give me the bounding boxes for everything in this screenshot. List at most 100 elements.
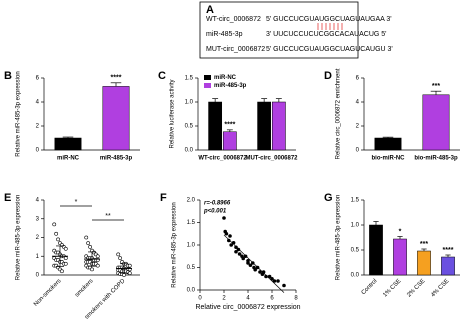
y-tick-label: 0 xyxy=(36,148,40,154)
point xyxy=(88,244,92,249)
y-tick-label: 1.0 xyxy=(187,243,196,249)
y-tick-label: 2 xyxy=(36,235,40,241)
legend-label: miR-485-3p xyxy=(214,83,247,89)
y-axis-label: Relative miR-485-3p expression xyxy=(16,195,22,280)
bar xyxy=(271,101,286,151)
y-tick-label: 2 xyxy=(36,124,40,130)
y-tick-label: 1.5 xyxy=(185,76,194,82)
point xyxy=(236,247,241,252)
point xyxy=(237,252,242,256)
y-tick-label: 0 xyxy=(36,273,40,279)
y-axis-label: Relative circ_0006872 enrichment xyxy=(336,68,342,159)
y-tick-label: 0.5 xyxy=(185,124,194,130)
point xyxy=(227,238,231,243)
x-tick-label: 0 xyxy=(198,296,202,302)
significance: **** xyxy=(111,75,122,82)
x-tick-label: 6 xyxy=(270,296,274,302)
point xyxy=(282,283,286,288)
significance: **** xyxy=(224,122,235,129)
panel-a-box xyxy=(199,1,359,59)
y-axis-label: Relative miR-485-3p expression xyxy=(172,202,178,287)
legend-swatch xyxy=(204,83,211,88)
y-tick-label: 0.5 xyxy=(351,248,360,254)
panel-letter: B xyxy=(4,70,12,82)
y-tick-label: 0 xyxy=(356,148,360,154)
x-tick-label: 2 xyxy=(222,296,226,302)
y-tick-label: 0.0 xyxy=(351,273,360,279)
x-tick-label: 4 xyxy=(246,296,250,302)
bar xyxy=(222,131,237,151)
point xyxy=(267,274,272,279)
x-tick-label: smokers xyxy=(74,278,94,298)
significance: *** xyxy=(432,83,440,90)
point xyxy=(270,276,274,281)
point xyxy=(228,234,232,238)
point xyxy=(243,254,248,259)
x-tick-label: miR-NC xyxy=(57,156,80,162)
significance: * xyxy=(399,228,402,235)
point xyxy=(52,222,57,227)
point xyxy=(56,237,60,242)
point xyxy=(127,271,132,276)
point xyxy=(229,243,233,247)
y-axis-label: Relative miR-485-3p expression xyxy=(16,71,22,156)
point xyxy=(234,245,238,250)
y-tick-label: 1.0 xyxy=(351,223,360,229)
point xyxy=(276,279,280,283)
annotation: ** xyxy=(105,213,111,220)
annotation: * xyxy=(75,199,78,206)
point xyxy=(255,265,260,270)
bar xyxy=(393,238,407,276)
y-axis-label: Relative luciferase activity xyxy=(170,79,176,148)
legend-label: miR-NC xyxy=(214,75,237,81)
point xyxy=(63,256,68,261)
point xyxy=(95,254,100,259)
x-tick-label: MUT-circ_0006872 xyxy=(245,156,298,162)
point xyxy=(251,261,255,265)
significance: **** xyxy=(443,247,454,254)
bar xyxy=(422,94,450,151)
x-tick-label: Control xyxy=(361,278,379,296)
y-tick-label: 2.0 xyxy=(187,198,196,204)
point xyxy=(241,256,245,261)
panel-letter: A xyxy=(206,4,214,16)
point xyxy=(231,240,236,245)
x-tick-label: Non-smokers xyxy=(33,278,62,307)
y-tick-label: 0.5 xyxy=(187,265,196,271)
point xyxy=(224,231,229,236)
annotation: r=-0.8966 xyxy=(204,201,231,207)
point xyxy=(95,263,100,268)
x-tick-label: 8 xyxy=(294,296,298,302)
point xyxy=(261,270,266,274)
sequence: 5' GUCCUCGUAUGGCUAGUCAUGU 3' xyxy=(266,46,393,53)
bar xyxy=(208,101,223,151)
annotation: p<0.001 xyxy=(203,209,227,215)
bar xyxy=(257,101,272,151)
x-tick-label: bio-miR-NC xyxy=(372,156,406,162)
sequence: 3' UUCUCCUCUCGGCACAUACUG 5' xyxy=(266,31,387,38)
point xyxy=(63,261,68,266)
point xyxy=(234,249,238,254)
sequence-name: MUT-circ_0006872 xyxy=(206,46,265,53)
point xyxy=(118,256,123,261)
y-tick-label: 1 xyxy=(36,254,40,260)
point xyxy=(246,258,250,263)
x-tick-label: 2% CSE xyxy=(406,278,426,298)
bar xyxy=(374,137,402,151)
y-tick-label: 0.0 xyxy=(187,288,196,294)
point xyxy=(54,231,59,236)
point xyxy=(86,241,91,246)
y-tick-label: 4 xyxy=(36,100,40,106)
y-tick-label: 4 xyxy=(356,100,360,106)
point xyxy=(90,267,94,272)
legend-swatch xyxy=(204,75,211,80)
point xyxy=(60,269,64,274)
pairing-lines xyxy=(317,23,343,30)
y-tick-label: 0.0 xyxy=(185,148,194,154)
point xyxy=(116,252,121,257)
y-tick-label: 1.0 xyxy=(185,100,194,106)
sequence-name: miR-485-3p xyxy=(206,31,243,38)
y-tick-label: 1.5 xyxy=(187,220,196,226)
x-tick-label: 1% CSE xyxy=(382,278,402,298)
